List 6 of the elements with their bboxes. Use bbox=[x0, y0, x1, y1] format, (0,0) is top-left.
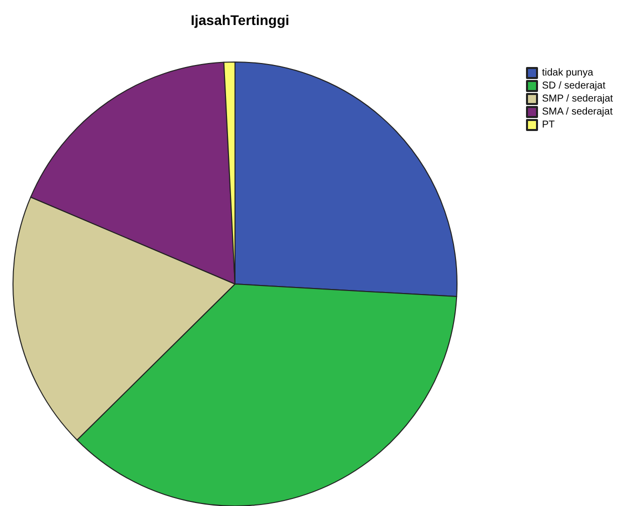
legend-label: PT bbox=[542, 120, 555, 130]
legend-label: SMP / sederajat bbox=[542, 94, 614, 104]
legend-label: tidak punya bbox=[542, 68, 594, 78]
legend-label: SMA / sederajat bbox=[542, 106, 613, 118]
legend-label: SD / sederajat bbox=[542, 80, 606, 92]
chart-title: IjasahTertinggi bbox=[190, 12, 290, 28]
